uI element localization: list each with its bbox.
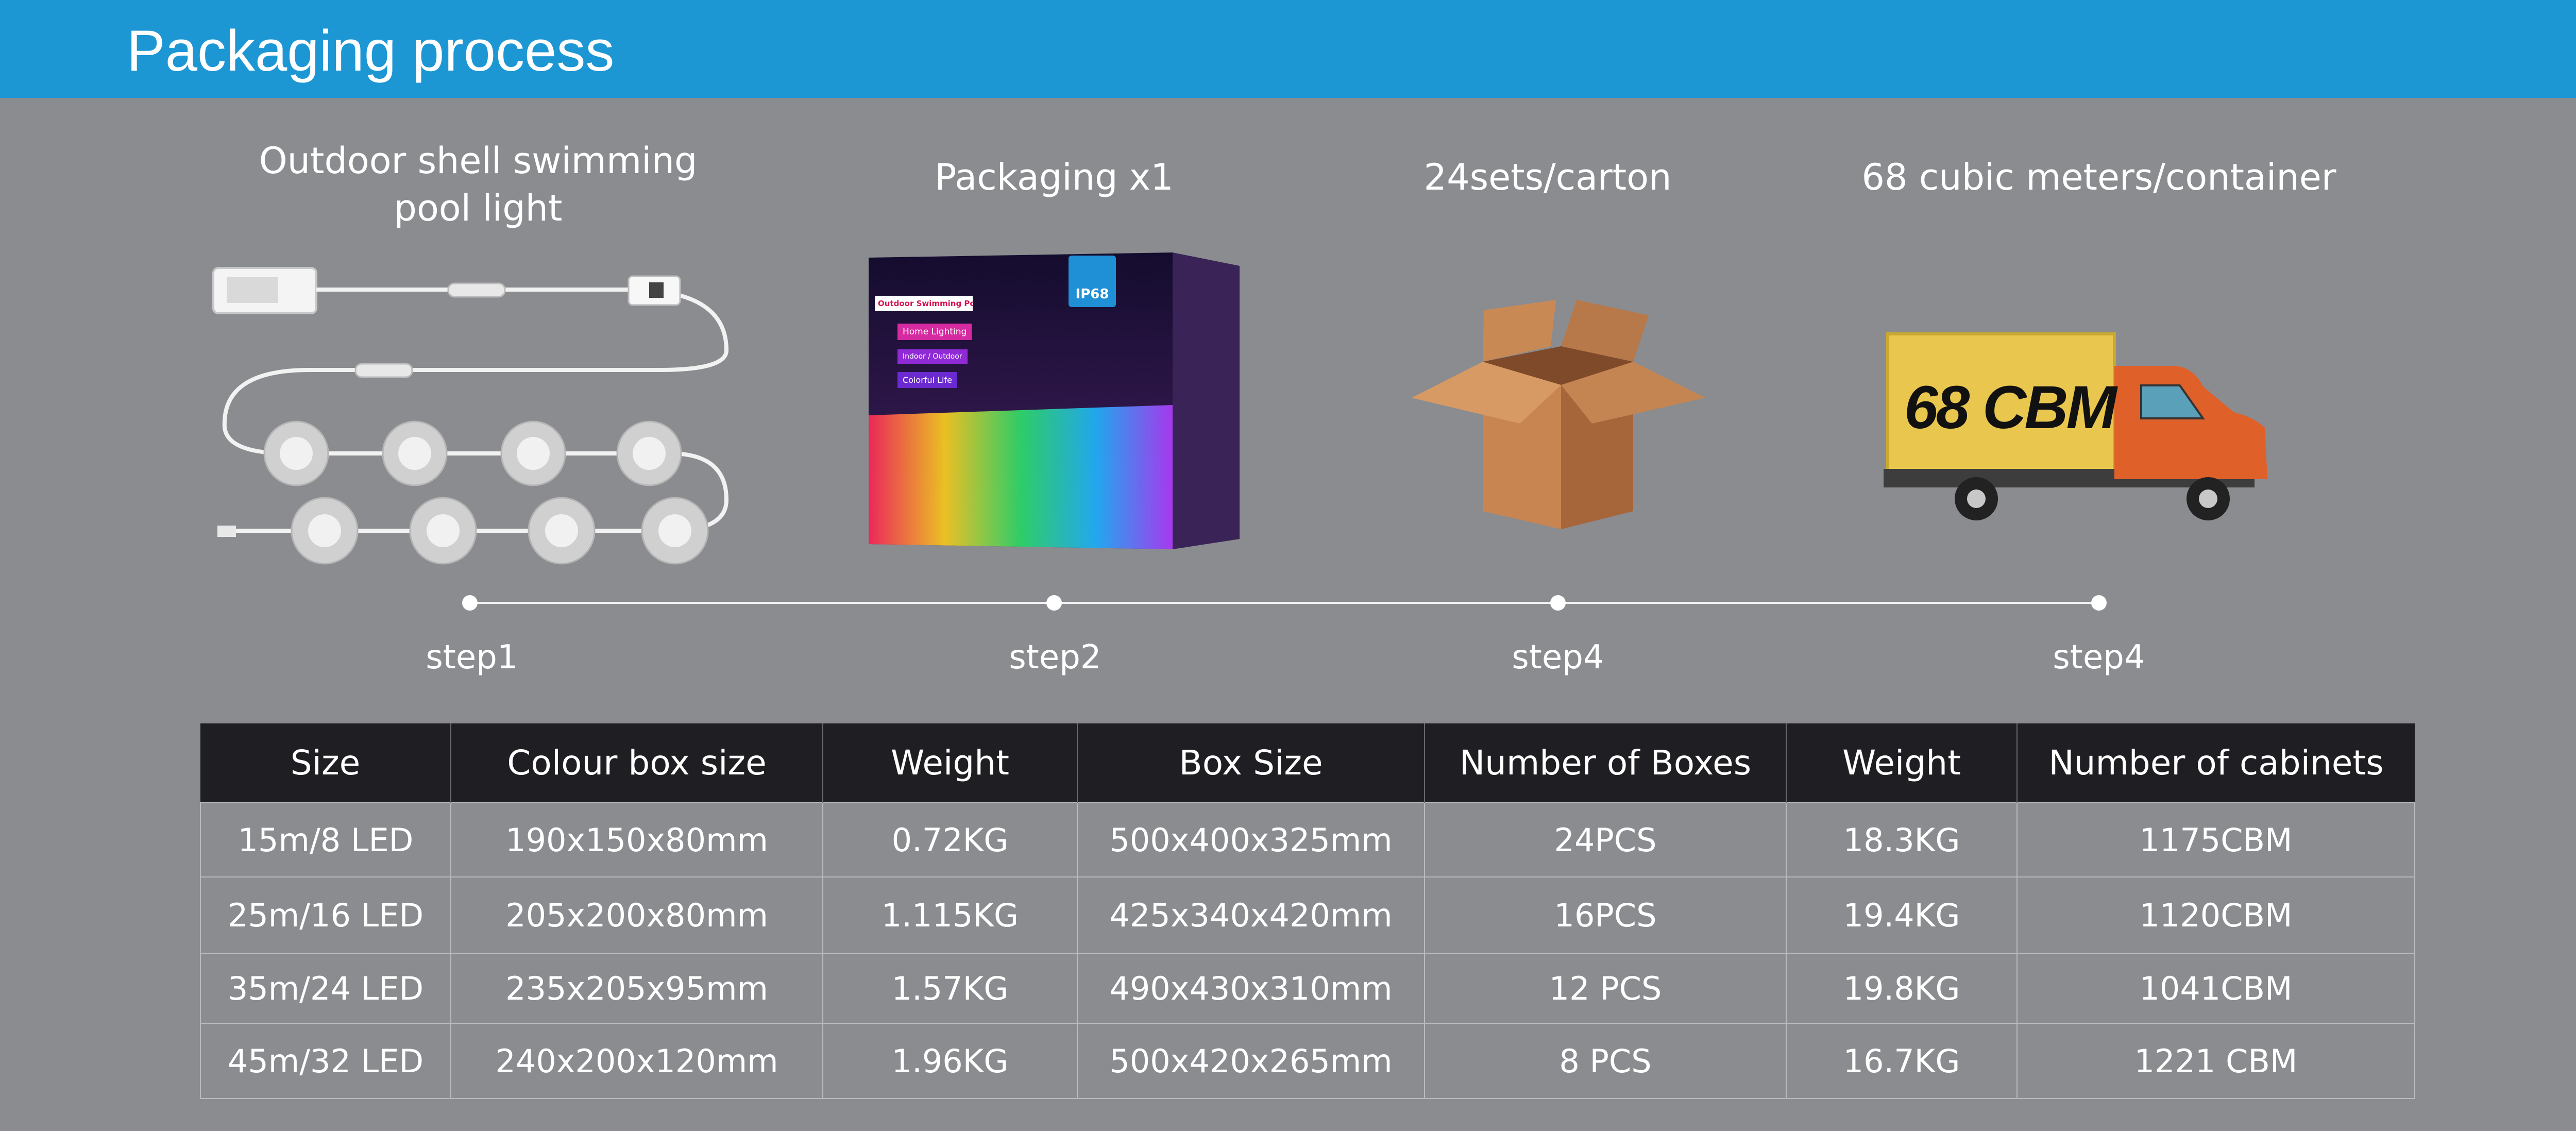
ip68-badge: IP68 — [1069, 256, 1116, 307]
truck-image: 68 CBM — [1884, 330, 2275, 526]
cell-number-of-cabinets: 1221 CBM — [2016, 1023, 2415, 1099]
cell-number-of-cabinets: 1120CBM — [2016, 876, 2415, 954]
cell-carton-weight: 18.3KG — [1786, 802, 2018, 877]
cell-size: 45m/32 LED — [200, 1023, 451, 1099]
cell-colour-box-size: 235x205x95mm — [450, 953, 823, 1024]
timeline-dot-step3 — [1550, 595, 1566, 611]
cell-number-of-cabinets: 1041CBM — [2016, 953, 2415, 1024]
header-size: Size — [200, 723, 451, 803]
caption-step1: Outdoor shell swimming pool light — [259, 137, 698, 232]
caption-step1-line2: pool light — [394, 187, 563, 229]
cell-box-size: 490x430x310mm — [1077, 953, 1425, 1024]
cell-colour-box-size: 190x150x80mm — [450, 802, 823, 877]
box-tag-indoor: Indoor / Outdoor — [897, 349, 968, 364]
cell-colour-box-size: 240x200x120mm — [450, 1023, 823, 1099]
table-row: 45m/32 LED 240x200x120mm 1.96KG 500x420x… — [200, 1023, 2415, 1099]
step-label-1: step1 — [426, 638, 518, 677]
header-colour-box-size: Colour box size — [450, 723, 823, 803]
cell-size: 25m/16 LED — [200, 876, 451, 954]
carton-image — [1412, 300, 1705, 529]
box-tag-title: Outdoor Swimming Pool Light — [875, 296, 973, 311]
table-row: 35m/24 LED 235x205x95mm 1.57KG 490x430x3… — [200, 953, 2415, 1024]
cell-weight: 1.57KG — [822, 953, 1078, 1024]
table-row: 15m/8 LED 190x150x80mm 0.72KG 500x400x32… — [200, 802, 2415, 877]
packaging-spec-table: Size Colour box size Weight Box Size Num… — [200, 723, 2415, 1099]
cell-weight: 1.115KG — [822, 876, 1078, 954]
cell-box-size: 425x340x420mm — [1077, 876, 1425, 954]
led-string-light-image — [212, 267, 729, 565]
timeline-dot-step1 — [462, 595, 478, 611]
timeline-line — [470, 602, 2099, 604]
cell-number-of-boxes: 16PCS — [1424, 876, 1787, 954]
cell-number-of-boxes: 12 PCS — [1424, 953, 1787, 1024]
header-number-of-boxes: Number of Boxes — [1424, 723, 1786, 803]
caption-step4: 68 cubic meters/container — [1861, 156, 2336, 198]
cell-number-of-cabinets: 1175CBM — [2016, 802, 2415, 877]
cell-carton-weight: 19.4KG — [1786, 876, 2018, 954]
step-label-4: step4 — [2053, 638, 2145, 677]
timeline-dot-step2 — [1046, 595, 1062, 611]
timeline-dot-step4 — [2091, 595, 2107, 611]
header-number-of-cabinets: Number of cabinets — [2016, 723, 2415, 803]
cell-size: 35m/24 LED — [200, 953, 451, 1024]
cell-carton-weight: 19.8KG — [1786, 953, 2018, 1024]
cell-weight: 0.72KG — [822, 802, 1078, 877]
table-row: 25m/16 LED 205x200x80mm 1.115KG 425x340x… — [200, 876, 2415, 954]
cell-number-of-boxes: 24PCS — [1424, 802, 1787, 877]
cell-weight: 1.96KG — [822, 1023, 1078, 1099]
caption-step2: Packaging x1 — [935, 156, 1174, 198]
header-box-size: Box Size — [1077, 723, 1425, 803]
cell-size: 15m/8 LED — [200, 802, 451, 877]
header-weight: Weight — [822, 723, 1077, 803]
cell-carton-weight: 16.7KG — [1786, 1023, 2018, 1099]
header-bar: Packaging process — [0, 0, 2576, 98]
step-label-3: step4 — [1512, 638, 1604, 677]
caption-step3: 24sets/carton — [1423, 156, 1672, 198]
cell-box-size: 500x420x265mm — [1077, 1023, 1425, 1099]
color-box-image: IP68 Outdoor Swimming Pool Light Home Li… — [869, 250, 1265, 560]
table-header-row: Size Colour box size Weight Box Size Num… — [200, 723, 2415, 803]
step-label-2: step2 — [1009, 638, 1101, 677]
cell-number-of-boxes: 8 PCS — [1424, 1023, 1787, 1099]
cell-colour-box-size: 205x200x80mm — [450, 876, 823, 954]
caption-step1-line1: Outdoor shell swimming — [259, 140, 698, 182]
box-tag-colorful: Colorful Life — [897, 372, 957, 388]
header-carton-weight: Weight — [1786, 723, 2017, 803]
page-title: Packaging process — [127, 19, 615, 83]
truck-label: 68 CBM — [1904, 374, 2117, 442]
cell-box-size: 500x400x325mm — [1077, 802, 1425, 877]
box-tag-home: Home Lighting — [897, 324, 972, 340]
